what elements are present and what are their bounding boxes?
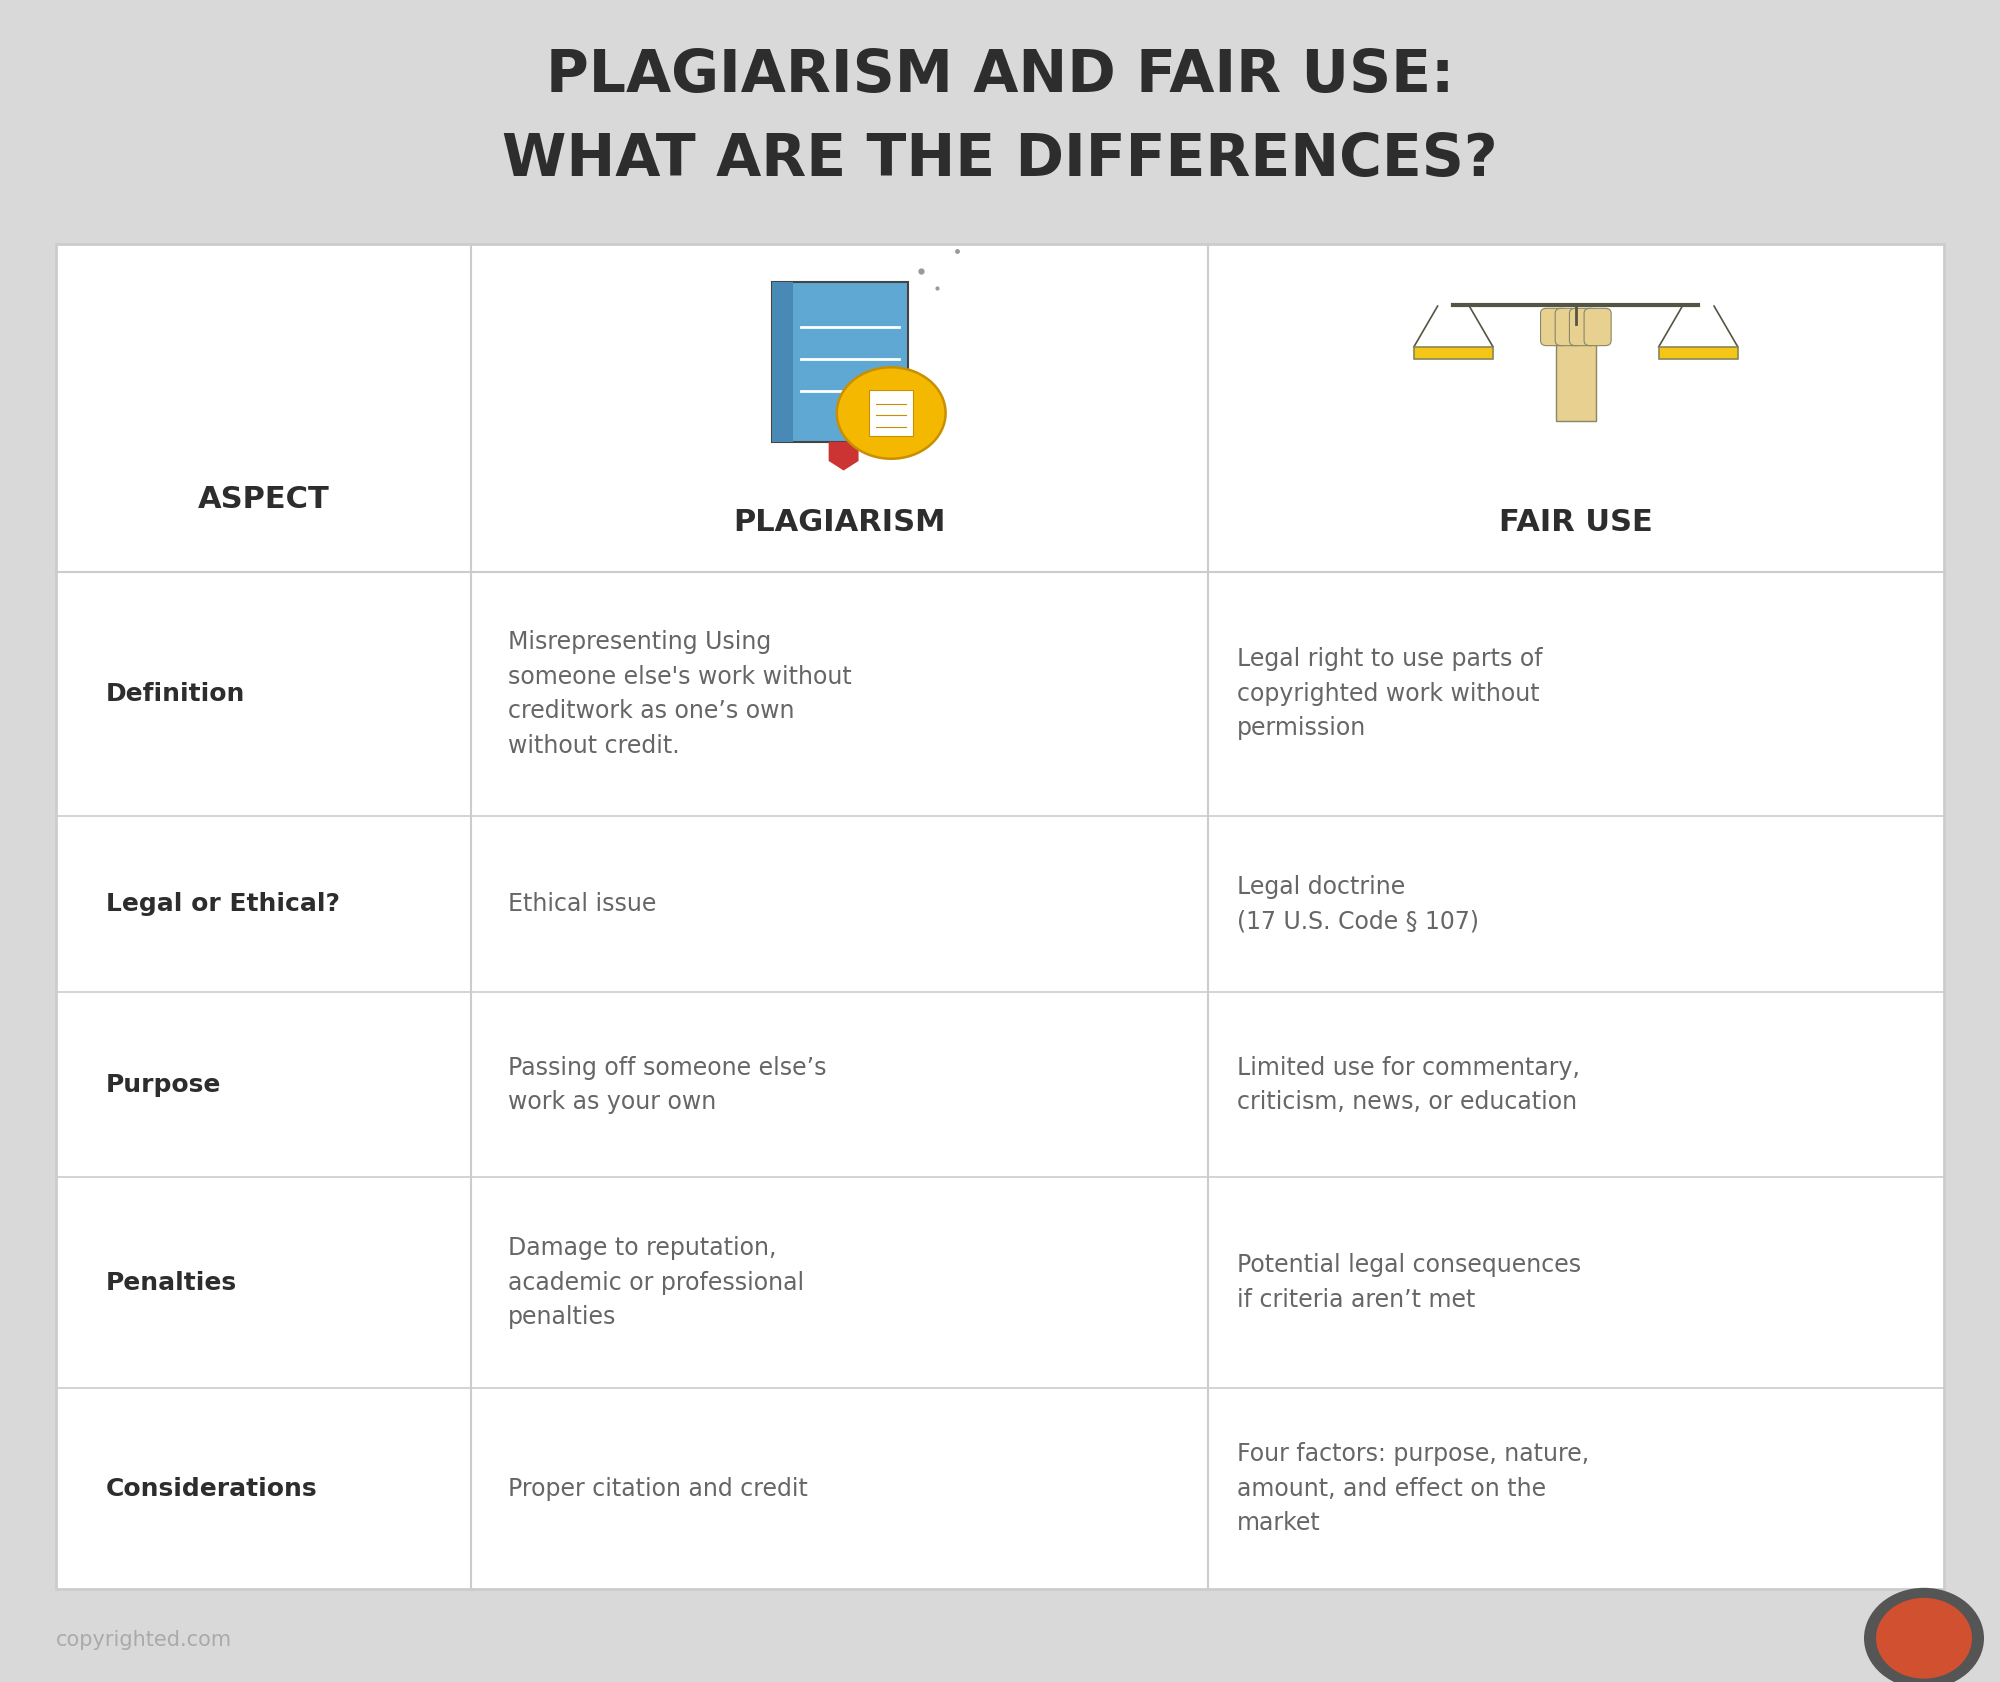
Text: Penalties: Penalties — [106, 1270, 236, 1295]
Text: Misrepresenting Using
someone else's work without
creditwork as one’s own
withou: Misrepresenting Using someone else's wor… — [508, 631, 852, 757]
Circle shape — [836, 367, 946, 459]
FancyBboxPatch shape — [1570, 308, 1596, 345]
Polygon shape — [828, 442, 858, 471]
Text: Potential legal consequences
if criteria aren’t met: Potential legal consequences if criteria… — [1238, 1253, 1582, 1312]
Text: Passing off someone else’s
work as your own: Passing off someone else’s work as your … — [508, 1056, 826, 1113]
FancyBboxPatch shape — [772, 283, 908, 442]
Text: C: C — [1914, 1625, 1934, 1652]
Text: PLAGIARISM: PLAGIARISM — [734, 508, 946, 537]
Text: Proper citation and credit: Proper citation and credit — [508, 1477, 808, 1500]
FancyBboxPatch shape — [1540, 308, 1568, 345]
Text: Limited use for commentary,
criticism, news, or education: Limited use for commentary, criticism, n… — [1238, 1056, 1580, 1113]
Text: WHAT ARE THE DIFFERENCES?: WHAT ARE THE DIFFERENCES? — [502, 131, 1498, 188]
FancyBboxPatch shape — [1556, 338, 1596, 420]
FancyBboxPatch shape — [870, 390, 912, 436]
Text: Legal or Ethical?: Legal or Ethical? — [106, 891, 340, 917]
FancyBboxPatch shape — [1414, 346, 1494, 358]
Circle shape — [1864, 1588, 1984, 1682]
Text: Ethical issue: Ethical issue — [508, 891, 656, 917]
Text: FAIR USE: FAIR USE — [1498, 508, 1652, 537]
Text: ASPECT: ASPECT — [198, 484, 330, 515]
Text: Legal right to use parts of
copyrighted work without
permission: Legal right to use parts of copyrighted … — [1238, 648, 1542, 740]
Text: Purpose: Purpose — [106, 1073, 222, 1097]
FancyBboxPatch shape — [1556, 308, 1582, 345]
FancyBboxPatch shape — [1584, 308, 1612, 345]
Text: Definition: Definition — [106, 681, 246, 706]
Circle shape — [1876, 1598, 1972, 1679]
Text: Legal doctrine
(17 U.S. Code § 107): Legal doctrine (17 U.S. Code § 107) — [1238, 875, 1480, 934]
FancyBboxPatch shape — [1658, 346, 1738, 358]
Text: Considerations: Considerations — [106, 1477, 318, 1500]
Text: copyrighted.com: copyrighted.com — [56, 1630, 232, 1650]
Text: PLAGIARISM AND FAIR USE:: PLAGIARISM AND FAIR USE: — [546, 47, 1454, 104]
Text: Four factors: purpose, nature,
amount, and effect on the
market: Four factors: purpose, nature, amount, a… — [1238, 1441, 1590, 1536]
FancyBboxPatch shape — [56, 244, 1944, 1589]
FancyBboxPatch shape — [772, 283, 794, 442]
Text: Damage to reputation,
academic or professional
penalties: Damage to reputation, academic or profes… — [508, 1236, 804, 1329]
